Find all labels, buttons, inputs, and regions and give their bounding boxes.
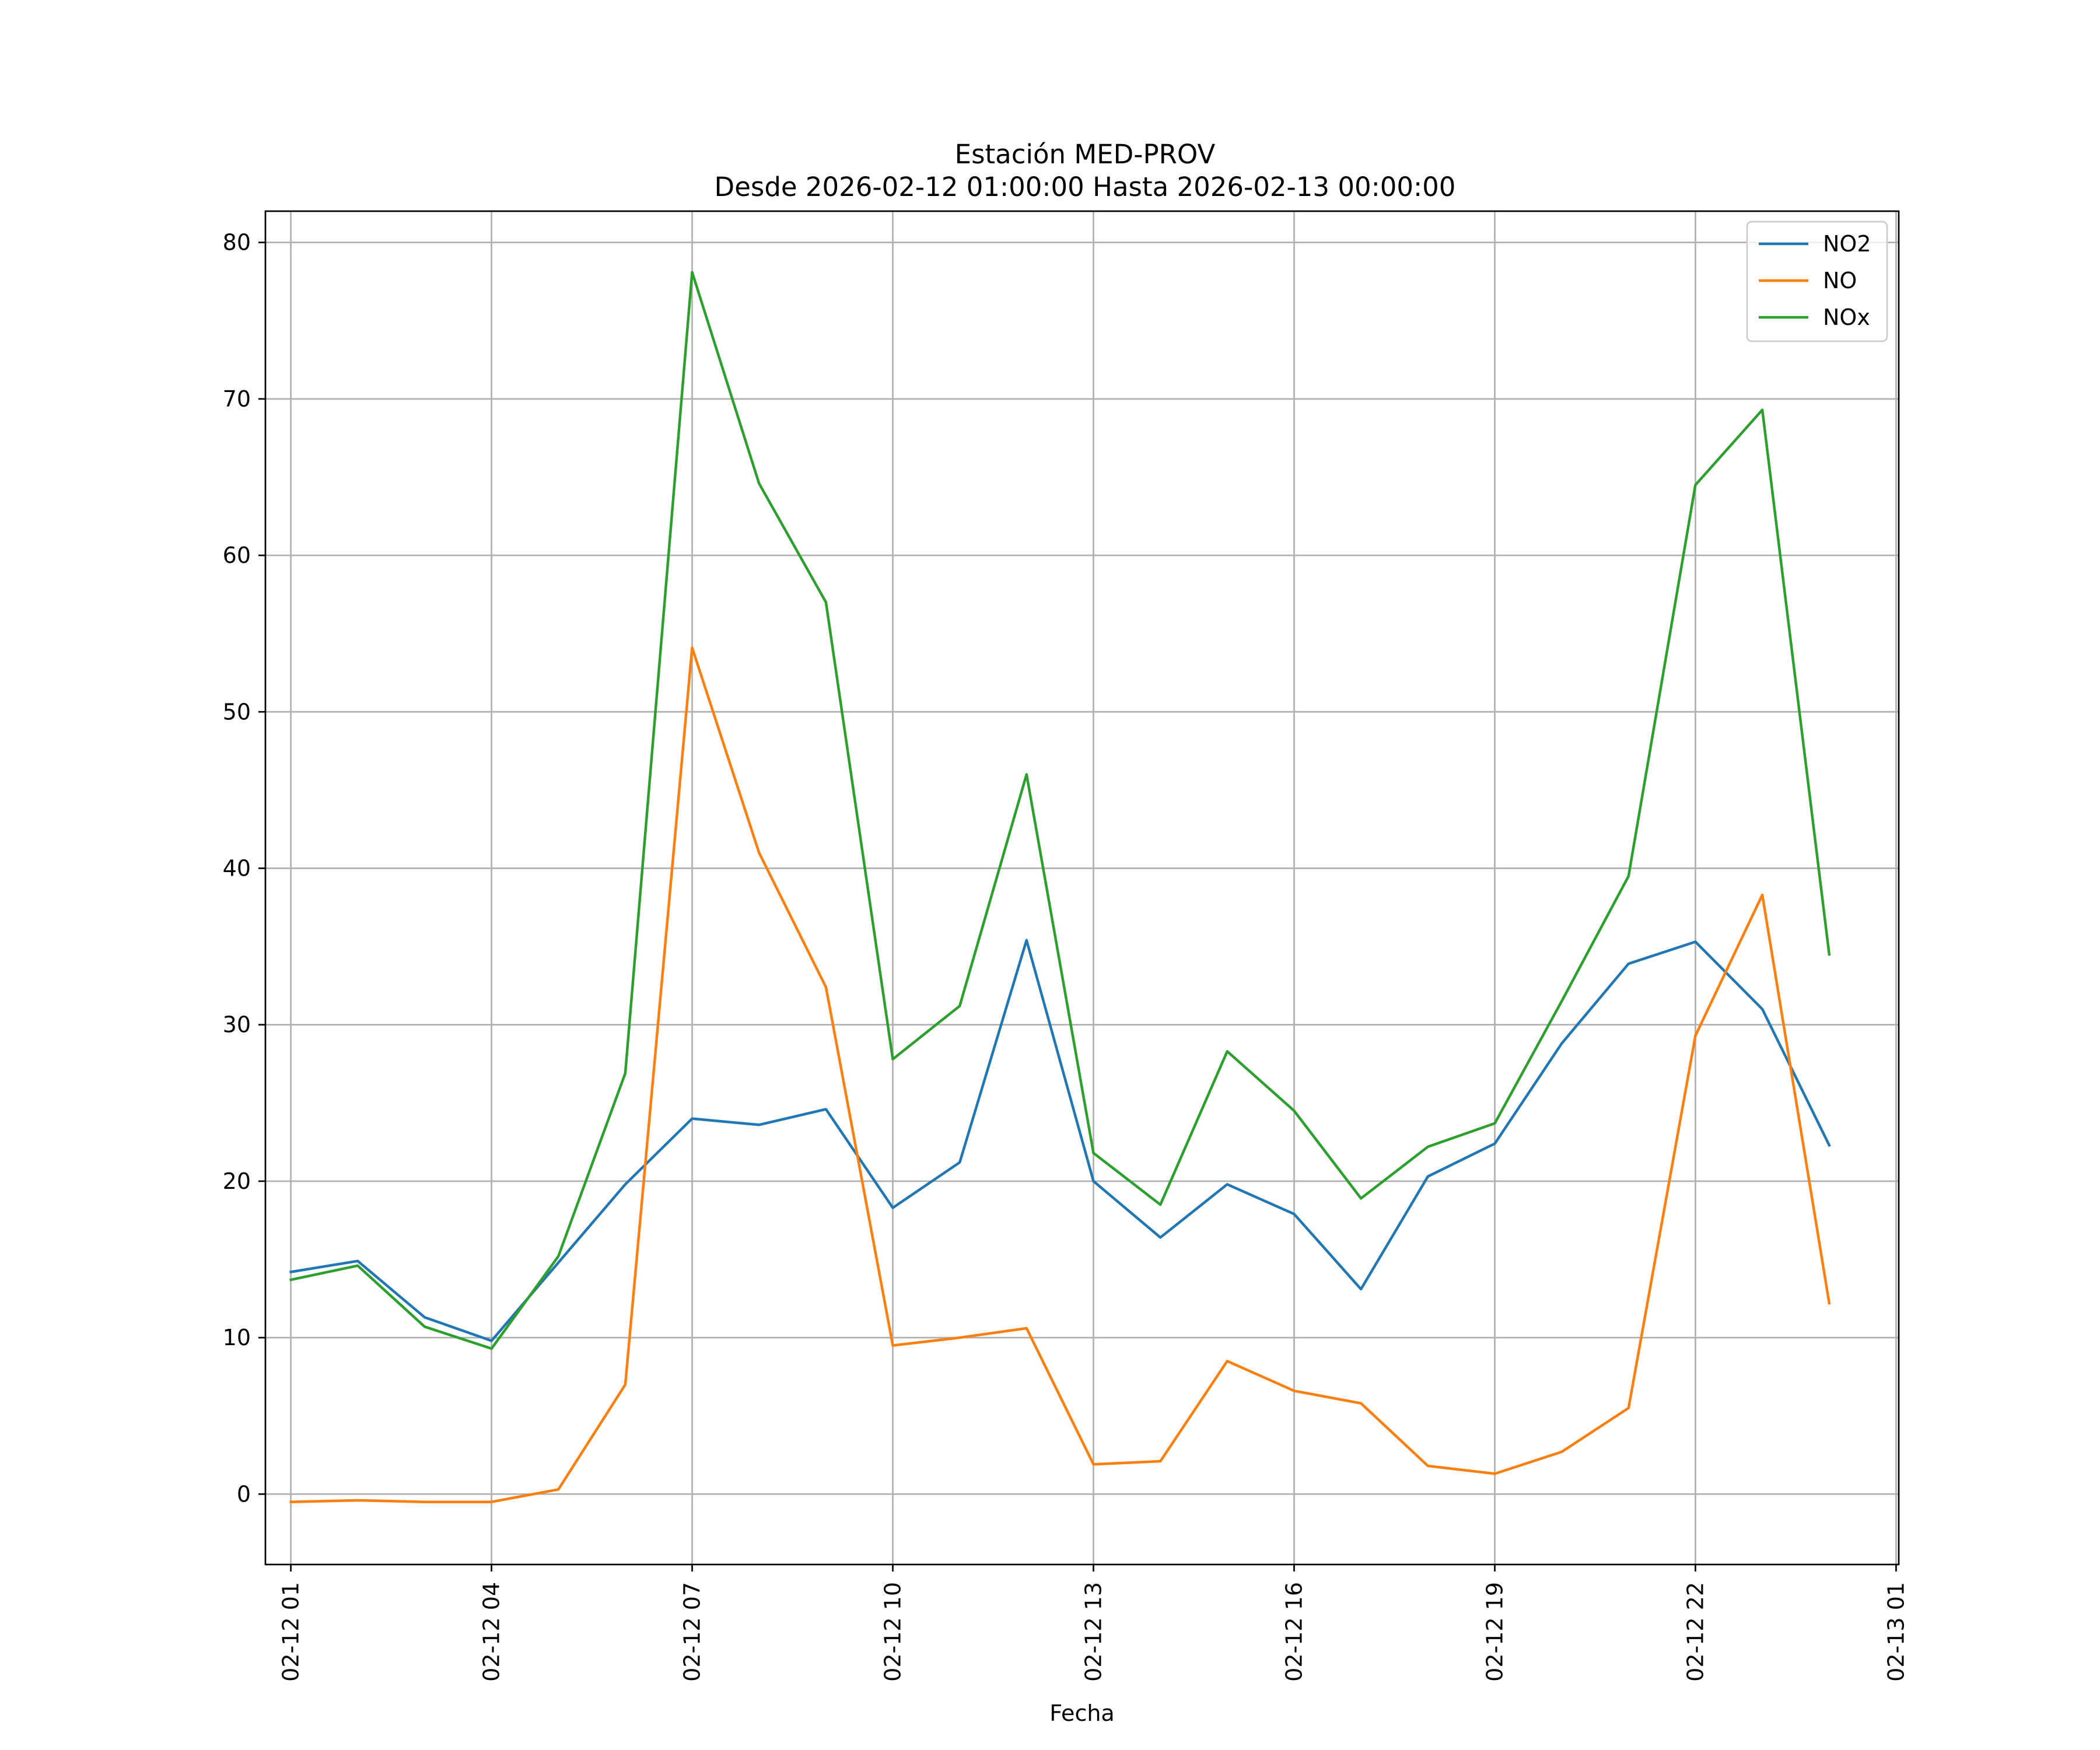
x-tick-label: 02-12 01 <box>278 1582 304 1682</box>
y-tick-label: 30 <box>223 1012 251 1038</box>
legend: NO2 NO NOx <box>1746 220 1888 342</box>
y-tick-label: 10 <box>223 1325 251 1350</box>
x-axis-label: Fecha <box>1049 1700 1114 1726</box>
series-line-nox <box>289 271 1831 1350</box>
legend-label-nox: NOx <box>1823 304 1870 330</box>
y-tick-label: 20 <box>223 1168 251 1194</box>
y-tick-label: 50 <box>223 699 251 724</box>
x-tick-label: 02-12 19 <box>1482 1582 1507 1682</box>
chart-subtitle: Desde 2026-02-12 01:00:00 Hasta 2026-02-… <box>715 172 1456 202</box>
y-tick-label: 0 <box>237 1481 251 1507</box>
y-tick-label: 60 <box>223 542 251 568</box>
x-tick-label: 02-12 13 <box>1080 1582 1106 1682</box>
x-tick-label: 02-13 01 <box>1883 1582 1909 1682</box>
y-axis: 0 10 20 30 40 50 60 70 80 <box>223 230 265 1507</box>
x-tick-label: 02-12 04 <box>479 1582 505 1682</box>
legend-frame <box>1746 220 1888 342</box>
y-tick-label: 70 <box>223 386 251 412</box>
x-tick-label: 02-12 07 <box>680 1582 705 1682</box>
x-tick-label: 02-12 22 <box>1682 1582 1708 1682</box>
chart-title: Estación MED-PROV <box>955 139 1216 170</box>
grid <box>265 211 1899 1564</box>
legend-label-no: NO <box>1823 268 1857 293</box>
y-tick-label: 80 <box>223 230 251 256</box>
plot-frame <box>264 210 1900 1566</box>
series-line-no2 <box>289 939 1831 1342</box>
y-tick-label: 40 <box>223 855 251 881</box>
x-tick-label: 02-12 16 <box>1281 1582 1307 1682</box>
series-line-no <box>289 646 1831 1504</box>
series-layer <box>289 271 1831 1504</box>
x-axis: 02-12 01 02-12 04 02-12 07 02-12 10 02-12 13… <box>278 1564 1909 1682</box>
legend-label-no2: NO2 <box>1823 231 1871 257</box>
x-tick-label: 02-12 10 <box>880 1582 906 1682</box>
